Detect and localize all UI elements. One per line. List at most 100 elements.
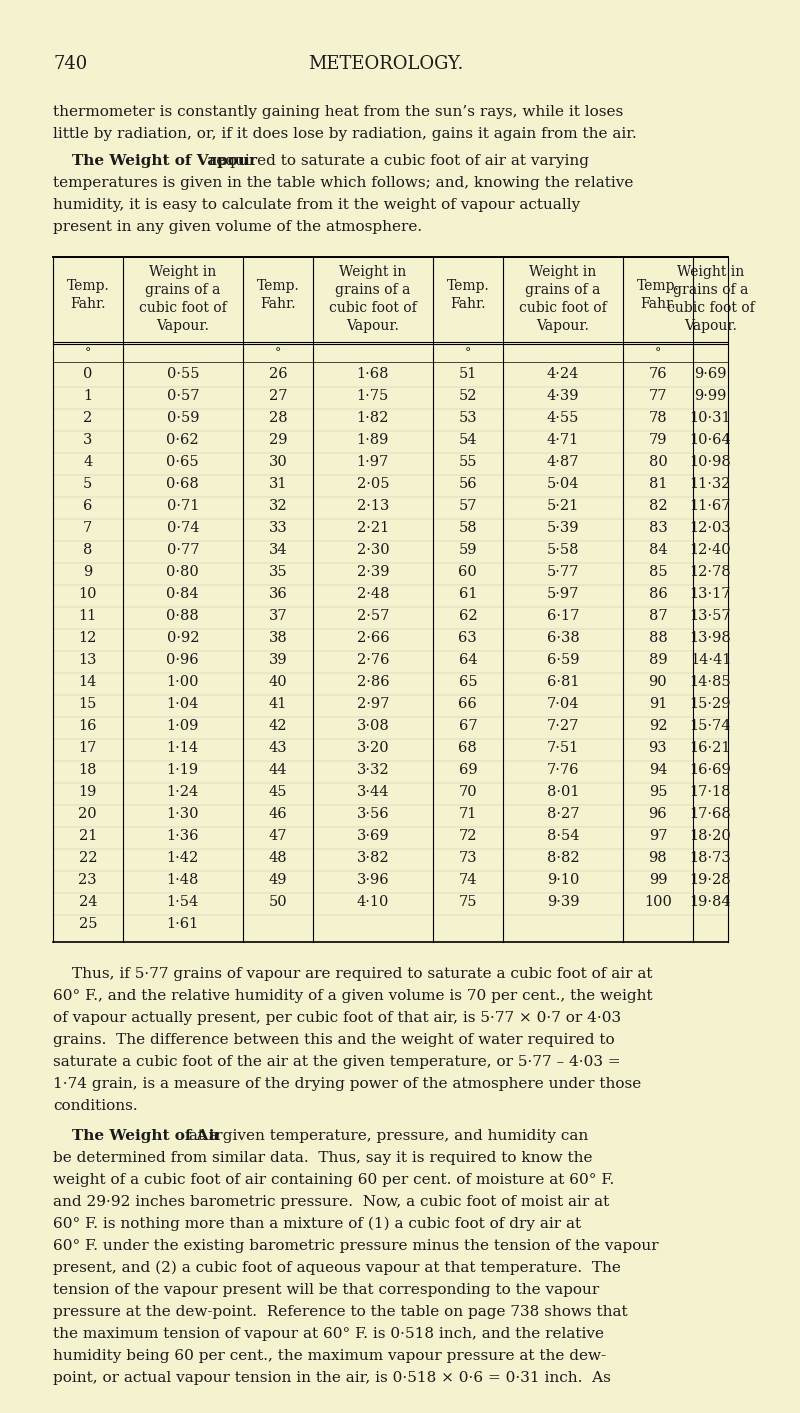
- Text: 1·82: 1·82: [357, 411, 389, 425]
- Text: 0·55: 0·55: [166, 367, 199, 382]
- Text: 9·69: 9·69: [694, 367, 726, 382]
- Text: present, and (2) a cubic foot of aqueous vapour at that temperature.  The: present, and (2) a cubic foot of aqueous…: [53, 1260, 621, 1276]
- Text: 5·04: 5·04: [546, 478, 579, 490]
- Text: 48: 48: [269, 851, 287, 865]
- Text: 7·76: 7·76: [546, 763, 579, 777]
- Text: 11: 11: [78, 609, 97, 623]
- Text: 91: 91: [649, 697, 667, 711]
- Text: 740: 740: [53, 55, 87, 73]
- Text: 42: 42: [269, 719, 287, 733]
- Text: 10: 10: [78, 586, 97, 601]
- Text: 4·71: 4·71: [546, 432, 579, 447]
- Text: 1·89: 1·89: [357, 432, 389, 447]
- Text: 81: 81: [649, 478, 667, 490]
- Text: 7·51: 7·51: [546, 740, 579, 755]
- Text: 5·21: 5·21: [546, 499, 579, 513]
- Text: 30: 30: [269, 455, 287, 469]
- Text: 18·73: 18·73: [690, 851, 731, 865]
- Text: 3·20: 3·20: [357, 740, 389, 755]
- Text: 87: 87: [649, 609, 667, 623]
- Text: 5·97: 5·97: [546, 586, 579, 601]
- Text: 60° F., and the relative humidity of a given volume is 70 per cent., the weight: 60° F., and the relative humidity of a g…: [53, 989, 653, 1003]
- Text: Fahr.: Fahr.: [260, 297, 295, 311]
- Text: Weight in: Weight in: [149, 266, 217, 278]
- Text: 1·75: 1·75: [357, 389, 389, 403]
- Text: 10·98: 10·98: [690, 455, 731, 469]
- Text: grains of a: grains of a: [526, 283, 601, 297]
- Text: grains of a: grains of a: [335, 283, 410, 297]
- Text: 35: 35: [269, 565, 287, 579]
- Text: little by radiation, or, if it does lose by radiation, gains it again from the a: little by radiation, or, if it does lose…: [53, 127, 637, 141]
- Text: 2·13: 2·13: [357, 499, 389, 513]
- Text: 31: 31: [269, 478, 287, 490]
- Text: 94: 94: [649, 763, 667, 777]
- Text: Temp.: Temp.: [257, 278, 299, 292]
- Text: 71: 71: [458, 807, 477, 821]
- Text: the maximum tension of vapour at 60° F. is 0·518 inch, and the relative: the maximum tension of vapour at 60° F. …: [53, 1327, 604, 1341]
- Text: 2·66: 2·66: [357, 632, 389, 644]
- Text: Temp.: Temp.: [446, 278, 490, 292]
- Text: 64: 64: [458, 653, 477, 667]
- Text: 1·24: 1·24: [166, 786, 199, 798]
- Text: 14·41: 14·41: [690, 653, 731, 667]
- Text: 1·00: 1·00: [166, 675, 199, 690]
- Text: 0·62: 0·62: [166, 432, 199, 447]
- Text: weight of a cubic foot of air containing 60 per cent. of moisture at 60° F.: weight of a cubic foot of air containing…: [53, 1173, 614, 1187]
- Text: cubic foot of: cubic foot of: [666, 301, 754, 315]
- Text: thermometer is constantly gaining heat from the sun’s rays, while it loses: thermometer is constantly gaining heat f…: [53, 105, 623, 119]
- Text: Fahr.: Fahr.: [640, 297, 676, 311]
- Text: 0·59: 0·59: [166, 411, 199, 425]
- Text: 7·04: 7·04: [546, 697, 579, 711]
- Text: 96: 96: [649, 807, 667, 821]
- Text: Weight in: Weight in: [339, 266, 406, 278]
- Text: 61: 61: [458, 586, 477, 601]
- Text: 5·58: 5·58: [546, 543, 579, 557]
- Text: 12·78: 12·78: [690, 565, 731, 579]
- Text: 73: 73: [458, 851, 477, 865]
- Text: 12·03: 12·03: [690, 521, 731, 536]
- Text: Fahr.: Fahr.: [450, 297, 486, 311]
- Text: 2·05: 2·05: [357, 478, 389, 490]
- Text: °: °: [465, 348, 471, 360]
- Text: grains of a: grains of a: [673, 283, 748, 297]
- Text: temperatures is given in the table which follows; and, knowing the relative: temperatures is given in the table which…: [53, 177, 634, 189]
- Text: 68: 68: [458, 740, 478, 755]
- Text: 0·96: 0·96: [166, 653, 199, 667]
- Text: 10·31: 10·31: [690, 411, 731, 425]
- Text: °: °: [274, 348, 281, 360]
- Text: °: °: [85, 348, 91, 360]
- Text: 63: 63: [458, 632, 478, 644]
- Text: 7: 7: [83, 521, 93, 536]
- Text: 17·18: 17·18: [690, 786, 731, 798]
- Text: 1·42: 1·42: [166, 851, 199, 865]
- Text: 3·56: 3·56: [357, 807, 389, 821]
- Text: 98: 98: [649, 851, 667, 865]
- Text: 17: 17: [78, 740, 97, 755]
- Text: 1·54: 1·54: [166, 894, 199, 909]
- Text: 2·97: 2·97: [357, 697, 389, 711]
- Text: 13·98: 13·98: [690, 632, 731, 644]
- Text: 77: 77: [649, 389, 667, 403]
- Text: 99: 99: [649, 873, 667, 887]
- Text: 76: 76: [649, 367, 667, 382]
- Text: 18: 18: [78, 763, 97, 777]
- Text: 72: 72: [458, 829, 477, 844]
- Text: 85: 85: [649, 565, 667, 579]
- Text: Vapour.: Vapour.: [346, 319, 399, 333]
- Text: 9·10: 9·10: [546, 873, 579, 887]
- Text: 58: 58: [458, 521, 477, 536]
- Text: 6·17: 6·17: [546, 609, 579, 623]
- Text: 50: 50: [269, 894, 287, 909]
- Text: 1·36: 1·36: [166, 829, 199, 844]
- Text: tension of the vapour present will be that corresponding to the vapour: tension of the vapour present will be th…: [53, 1283, 599, 1297]
- Text: 0: 0: [83, 367, 93, 382]
- Text: 6·81: 6·81: [546, 675, 579, 690]
- Text: 1·97: 1·97: [357, 455, 389, 469]
- Text: 2·86: 2·86: [357, 675, 389, 690]
- Text: 8: 8: [83, 543, 93, 557]
- Text: 3·96: 3·96: [357, 873, 389, 887]
- Text: 90: 90: [649, 675, 667, 690]
- Text: 47: 47: [269, 829, 287, 844]
- Text: 3·32: 3·32: [357, 763, 389, 777]
- Text: humidity being 60 per cent., the maximum vapour pressure at the dew-: humidity being 60 per cent., the maximum…: [53, 1349, 606, 1364]
